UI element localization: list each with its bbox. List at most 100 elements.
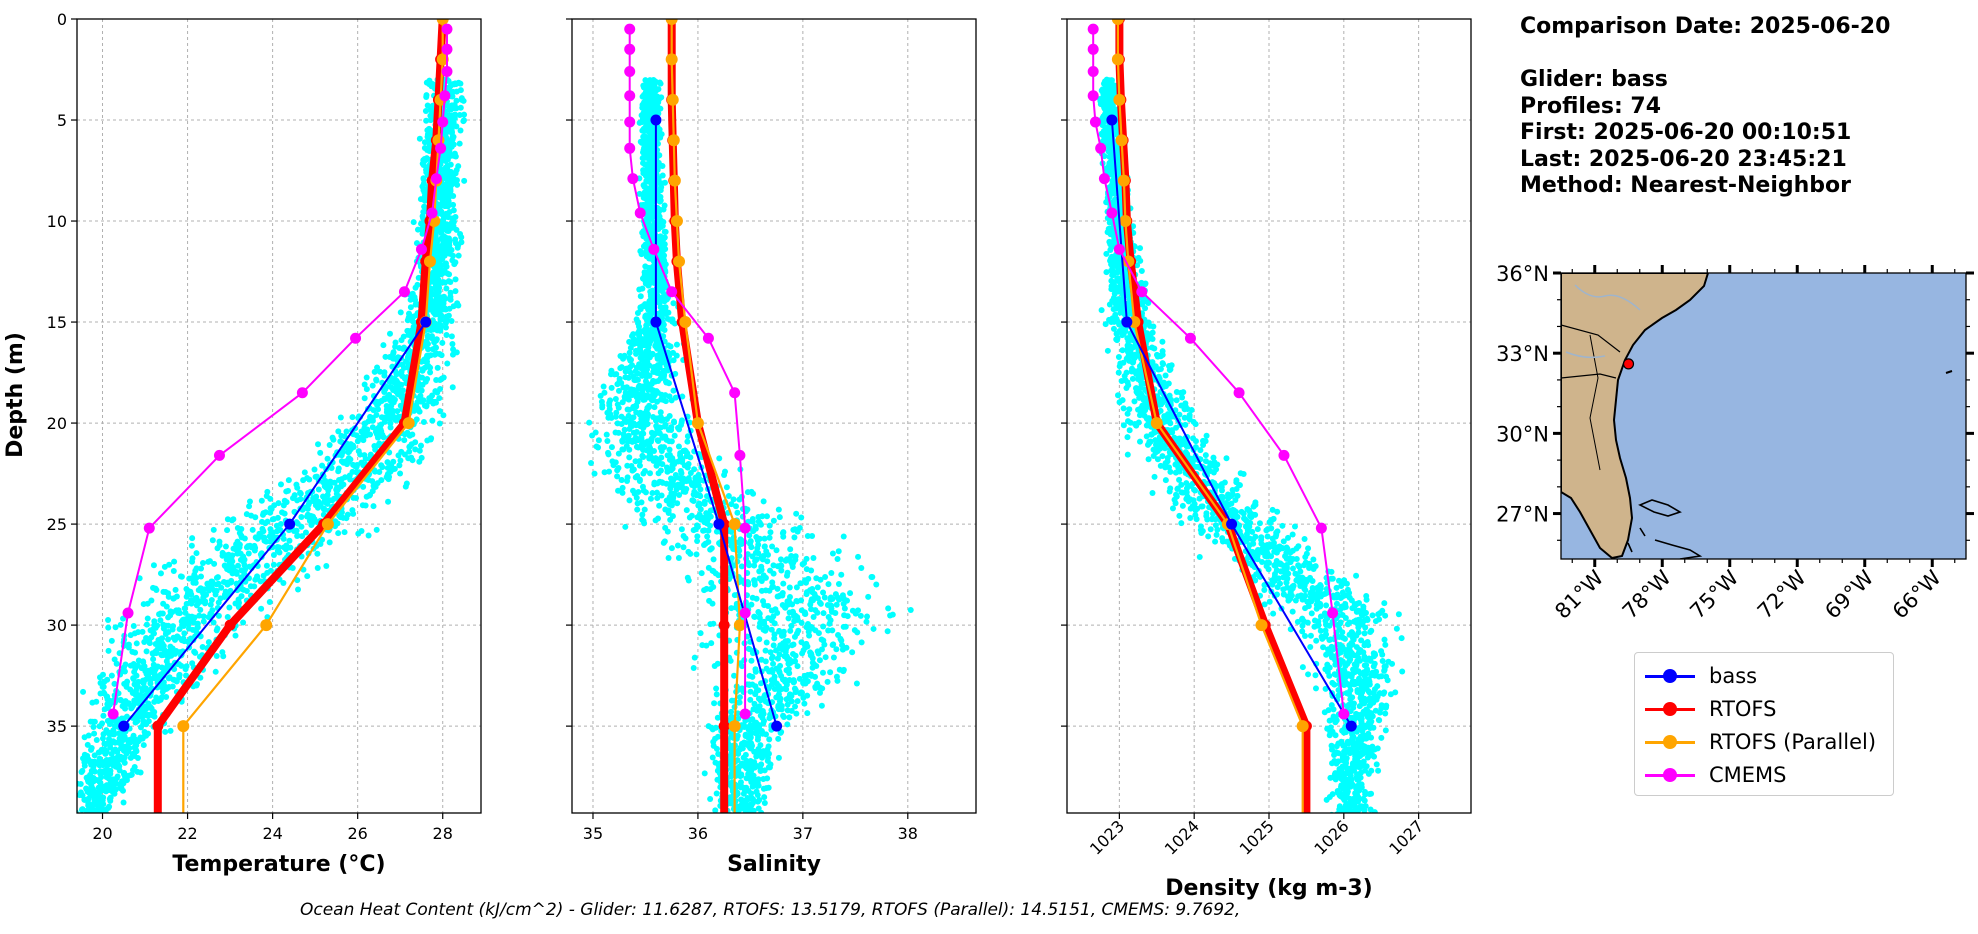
glider-point (783, 696, 790, 703)
glider-point (269, 516, 276, 523)
glider-point (326, 539, 333, 546)
data-point-cmems (441, 43, 453, 55)
glider-point (675, 443, 682, 450)
glider-point (337, 514, 344, 521)
glider-point (694, 533, 701, 540)
glider-point (97, 785, 104, 792)
glider-point (361, 381, 368, 388)
glider-point (659, 323, 666, 330)
glider-point (625, 412, 632, 419)
glider-point (756, 610, 763, 617)
glider-point (404, 364, 411, 371)
glider-point (764, 757, 771, 764)
glider-point (183, 600, 190, 607)
glider-point (818, 636, 825, 643)
glider-point (219, 549, 226, 556)
glider-point (100, 801, 107, 808)
glider-point (163, 603, 170, 610)
glider-point (417, 442, 424, 449)
glider-point (656, 196, 663, 203)
glider-point (440, 412, 447, 419)
glider-point (143, 648, 150, 655)
glider-point (417, 392, 424, 399)
glider-point (777, 729, 784, 736)
glider-point (158, 664, 165, 671)
glider-point (93, 698, 100, 705)
glider-point (358, 527, 365, 534)
glider-point (638, 251, 645, 258)
glider-point (101, 783, 108, 790)
glider-point (131, 764, 138, 771)
glider-point (276, 527, 283, 534)
glider-point (641, 183, 648, 190)
glider-point (452, 259, 459, 266)
glider-point (162, 728, 169, 735)
glider-point (639, 389, 646, 396)
glider-point (151, 618, 158, 625)
glider-point (308, 520, 315, 527)
glider-point (338, 509, 345, 516)
glider-point (146, 640, 153, 647)
glider-point (708, 545, 715, 552)
glider-point (79, 792, 86, 799)
glider-point (841, 612, 848, 619)
glider-point (761, 794, 768, 801)
glider-point (670, 357, 677, 364)
series-cmems (107, 23, 453, 720)
glider-point (163, 685, 170, 692)
glider-point (701, 770, 708, 777)
glider-point (654, 461, 661, 468)
glider-point (595, 437, 602, 444)
glider-point (651, 430, 658, 437)
glider-point (97, 770, 104, 777)
glider-point (786, 584, 793, 591)
data-point-rtofs (224, 619, 236, 631)
glider-point (283, 499, 290, 506)
glider-point (746, 672, 753, 679)
y-tick-label: 10 (47, 212, 67, 231)
glider-point (91, 730, 98, 737)
glider-point (761, 813, 767, 819)
glider-point (218, 584, 225, 591)
glider-point (447, 296, 454, 303)
glider-point (735, 715, 742, 722)
glider-point (167, 727, 174, 734)
glider-point (157, 610, 164, 617)
glider-point (189, 555, 196, 562)
glider-point (68, 773, 74, 779)
glider-point (447, 168, 454, 175)
glider-point (647, 495, 654, 502)
glider-point (762, 647, 769, 654)
glider-point (775, 506, 782, 513)
glider-point (432, 299, 439, 306)
glider-point (268, 529, 275, 536)
glider-point (258, 497, 265, 504)
glider-point (277, 481, 284, 488)
glider-point (133, 684, 140, 691)
glider-point (412, 297, 419, 304)
glider-point (434, 239, 441, 246)
glider-point (95, 749, 102, 756)
glider-point (438, 375, 445, 382)
glider-point (442, 324, 449, 331)
glider-point (97, 679, 104, 686)
glider-point (240, 619, 247, 626)
glider-point (203, 591, 210, 598)
glider-point (268, 506, 275, 513)
glider-point (654, 437, 661, 444)
glider-point (422, 378, 429, 385)
glider-point (777, 642, 784, 649)
glider-point (121, 759, 128, 766)
glider-point (170, 595, 177, 602)
glider-point (698, 570, 705, 577)
glider-point (113, 775, 120, 782)
glider-point (293, 481, 300, 488)
glider-point (446, 250, 453, 257)
glider-point (638, 384, 645, 391)
glider-point (260, 572, 267, 579)
glider-point (810, 597, 817, 604)
glider-point (111, 680, 118, 687)
glider-point (358, 428, 365, 435)
glider-point (135, 696, 142, 703)
glider-point (436, 408, 443, 415)
